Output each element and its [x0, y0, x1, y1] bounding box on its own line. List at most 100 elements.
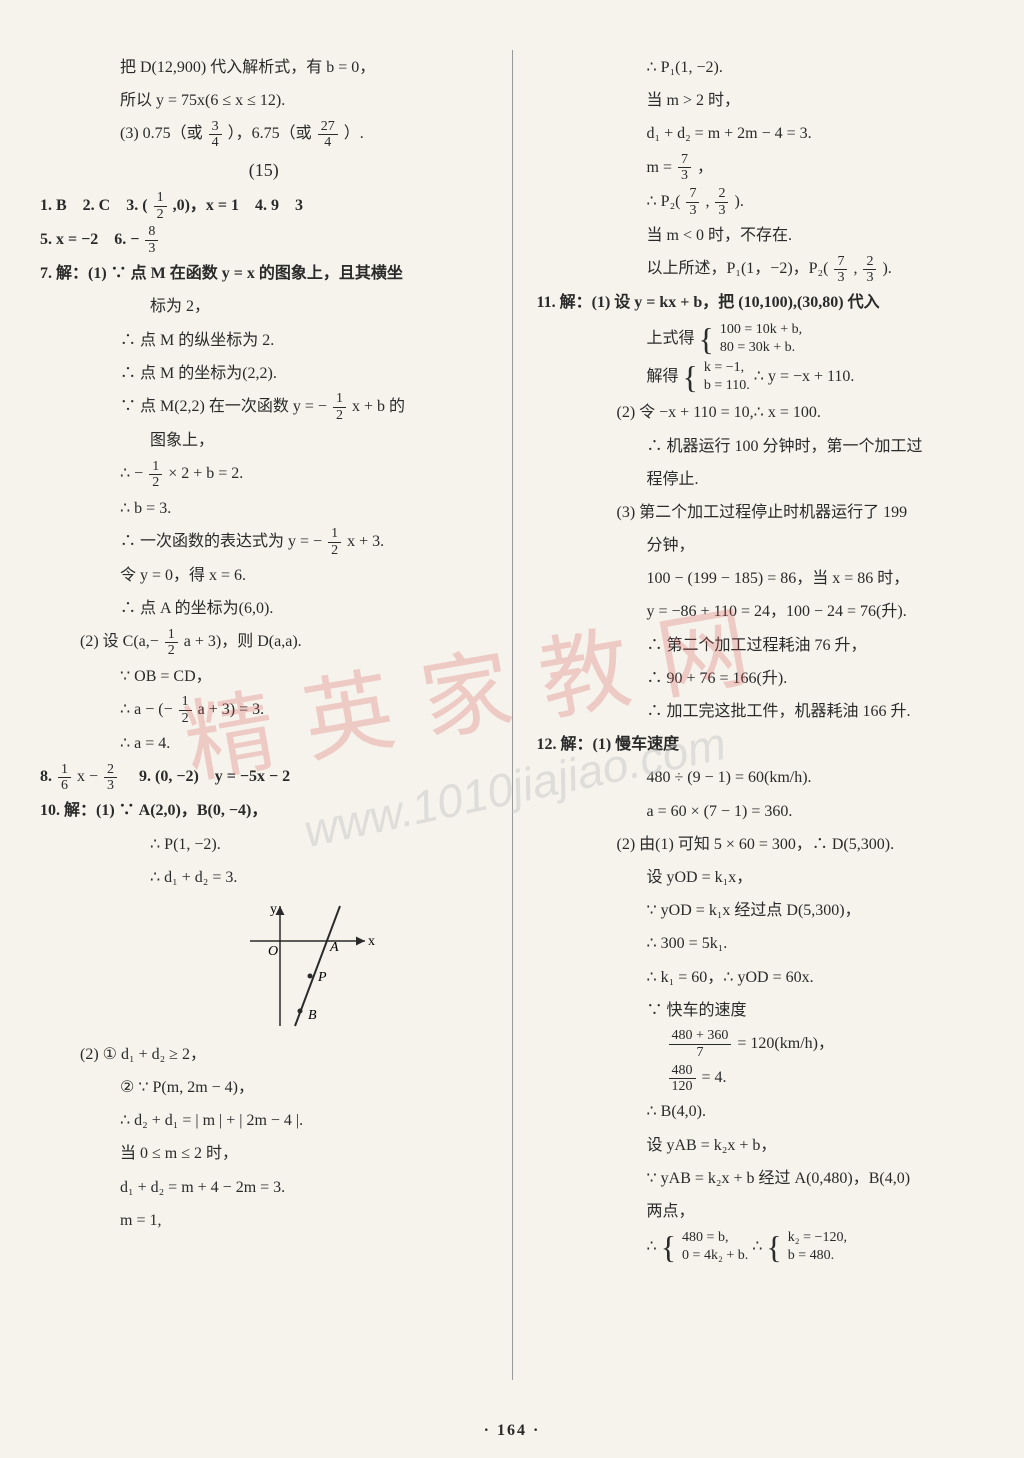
text-line: 当 0 ≤ m ≤ 2 时， — [40, 1138, 488, 1169]
text: = 120(km/h)， — [737, 1035, 834, 1052]
text-line: 当 m < 0 时，不存在. — [537, 220, 985, 251]
text-line: ∴ 一次函数的表达式为 y = − 12 x + 3. — [40, 526, 488, 558]
text-line: ∴ 点 A 的坐标为(6,0). — [40, 593, 488, 624]
text: , — [853, 260, 861, 277]
text-line: ∴ d₂ + d₁ = | m | + | 2m − 4 |. — [40, 1105, 488, 1136]
text-line: (3) 第二个加工过程停止时机器运行了 199 — [537, 497, 985, 528]
text-line: d₁ + d₂ = m + 2m − 4 = 3. — [537, 118, 985, 149]
text-line: 标为 2， — [40, 291, 488, 322]
fraction: 23 — [863, 254, 876, 286]
text: ∴ 一次函数的表达式为 y = − — [120, 533, 322, 550]
text-line: 上式得 { 100 = 10k + b, 80 = 30k + b. — [537, 321, 985, 357]
equation-system: 480 = b, 0 = 4k₂ + b. — [682, 1229, 748, 1265]
brace-icon: { — [683, 363, 698, 391]
text-line: 当 m > 2 时， — [537, 85, 985, 116]
brace-icon: { — [699, 325, 714, 353]
text-line: a = 60 × (7 − 1) = 360. — [537, 796, 985, 827]
text: 上式得 — [647, 329, 695, 346]
text-line: (2) 由(1) 可知 5 × 60 = 300，∴ D(5,300). — [537, 829, 985, 860]
text: (2) 设 C(a,− — [80, 633, 159, 650]
text-line: ∴ 点 M 的坐标为(2,2). — [40, 358, 488, 389]
text-line: ∵ yAB = k₂x + b 经过 A(0,480)，B(4,0) — [537, 1163, 985, 1194]
text: ），6.75（或 — [228, 125, 312, 142]
text: (3) 0.75（或 — [120, 125, 203, 142]
text-line: ② ∵ P(m, 2m − 4)， — [40, 1072, 488, 1103]
text-line: 480 + 3607 = 120(km/h)， — [537, 1028, 985, 1060]
brace-icon: { — [766, 1233, 781, 1261]
text-line: 11. 解：(1) 设 y = kx + b，把 (10,100),(30,80… — [537, 287, 985, 318]
section-header: (15) — [40, 153, 488, 188]
text-line: (3) 0.75（或 34 ），6.75（或 274 ）. — [40, 118, 488, 150]
text-line: ∴ P₂( 73 , 23 ). — [537, 186, 985, 218]
text-line: ∴ P₁(1, −2). — [537, 52, 985, 83]
text-line: 两点， — [537, 1196, 985, 1227]
text-line: 把 D(12,900) 代入解析式，有 b = 0， — [40, 52, 488, 83]
text: 5. x = −2 6. − — [40, 231, 139, 248]
text: ， — [697, 159, 713, 176]
text-line: 480120 = 4. — [537, 1062, 985, 1094]
text: ∴ a − (− — [120, 701, 173, 718]
text-line: 480 ÷ (9 − 1) = 60(km/h). — [537, 762, 985, 793]
left-column: 把 D(12,900) 代入解析式，有 b = 0， 所以 y = 75x(6 … — [40, 50, 488, 1380]
text: ∴ P₂( — [647, 193, 681, 210]
text-line: ∴ a = 4. — [40, 728, 488, 759]
fraction: 12 — [165, 627, 178, 659]
text-line: ∵ 点 M(2,2) 在一次函数 y = − 12 x + b 的 — [40, 391, 488, 423]
fraction: 73 — [678, 152, 691, 184]
text: × 2 + b = 2. — [168, 465, 243, 482]
point-label: A — [329, 940, 339, 955]
text: a + 3) = 3. — [198, 701, 264, 718]
page-number: · 164 · — [0, 1422, 1024, 1440]
text-line: y = −86 + 110 = 24，100 − 24 = 76(升). — [537, 596, 985, 627]
text-line: 1. B 2. C 3. ( 12 ,0)，x = 1 4. 9 3 — [40, 190, 488, 222]
text-line: ∴ P(1, −2). — [40, 829, 488, 860]
text: , — [705, 193, 713, 210]
coordinate-graph: x y O A P B — [240, 901, 380, 1031]
text-line: m = 1, — [40, 1205, 488, 1236]
text: ). — [882, 260, 891, 277]
fraction: 73 — [686, 186, 699, 218]
fraction: 23 — [104, 762, 117, 794]
fraction: 12 — [154, 190, 167, 222]
text: x − — [77, 768, 102, 785]
text: 9. (0, −2) y = −5x − 2 — [123, 768, 290, 785]
text: = 4. — [702, 1069, 727, 1086]
text-line: ∵ yOD = k₁x 经过点 D(5,300)， — [537, 895, 985, 926]
text: ∴ y = −x + 110. — [754, 368, 855, 385]
text: ）. — [344, 125, 364, 142]
text-line: 12. 解：(1) 慢车速度 — [537, 729, 985, 760]
text-line: 图象上， — [40, 425, 488, 456]
text-line: ∴ { 480 = b, 0 = 4k₂ + b. ∴ { k₂ = −120,… — [537, 1229, 985, 1265]
equation-system: k₂ = −120, b = 480. — [788, 1229, 847, 1265]
text: ,0)，x = 1 4. 9 3 — [173, 197, 303, 214]
fraction: 73 — [834, 254, 847, 286]
text-line: 令 y = 0，得 x = 6. — [40, 560, 488, 591]
text-line: ∴ k₁ = 60，∴ yOD = 60x. — [537, 962, 985, 993]
text-line: ∴ − 12 × 2 + b = 2. — [40, 458, 488, 490]
fraction: 12 — [328, 526, 341, 558]
page-columns: 把 D(12,900) 代入解析式，有 b = 0， 所以 y = 75x(6 … — [40, 50, 984, 1380]
text-line: 8. 16 x − 23 9. (0, −2) y = −5x − 2 — [40, 761, 488, 793]
text-line: 5. x = −2 6. − 83 — [40, 224, 488, 256]
text-line: ∴ 90 + 76 = 166(升). — [537, 663, 985, 694]
fraction: 83 — [145, 224, 158, 256]
text-line: ∴ 机器运行 100 分钟时，第一个加工过 — [537, 431, 985, 462]
text-line: (2) 设 C(a,− 12 a + 3)，则 D(a,a). — [40, 626, 488, 658]
brace-icon: { — [661, 1233, 676, 1261]
fraction: 274 — [318, 119, 338, 151]
text: ). — [734, 193, 743, 210]
fraction: 16 — [58, 762, 71, 794]
text-line: (2) 令 −x + 110 = 10,∴ x = 100. — [537, 397, 985, 428]
text: ∴ − — [120, 465, 143, 482]
equation-system: k = −1, b = 110. — [704, 359, 750, 395]
text: x + b 的 — [352, 398, 405, 415]
text: 1. B 2. C 3. ( — [40, 197, 148, 214]
fraction: 23 — [715, 186, 728, 218]
column-divider — [512, 50, 513, 1380]
text: ∴ — [752, 1238, 766, 1255]
fraction: 480 + 3607 — [669, 1028, 732, 1060]
text-line: 设 yAB = k₂x + b， — [537, 1130, 985, 1161]
text: x + 3. — [347, 533, 384, 550]
text-line: ∴ 第二个加工过程耗油 76 升， — [537, 630, 985, 661]
text-line: 100 − (199 − 185) = 86，当 x = 86 时， — [537, 563, 985, 594]
